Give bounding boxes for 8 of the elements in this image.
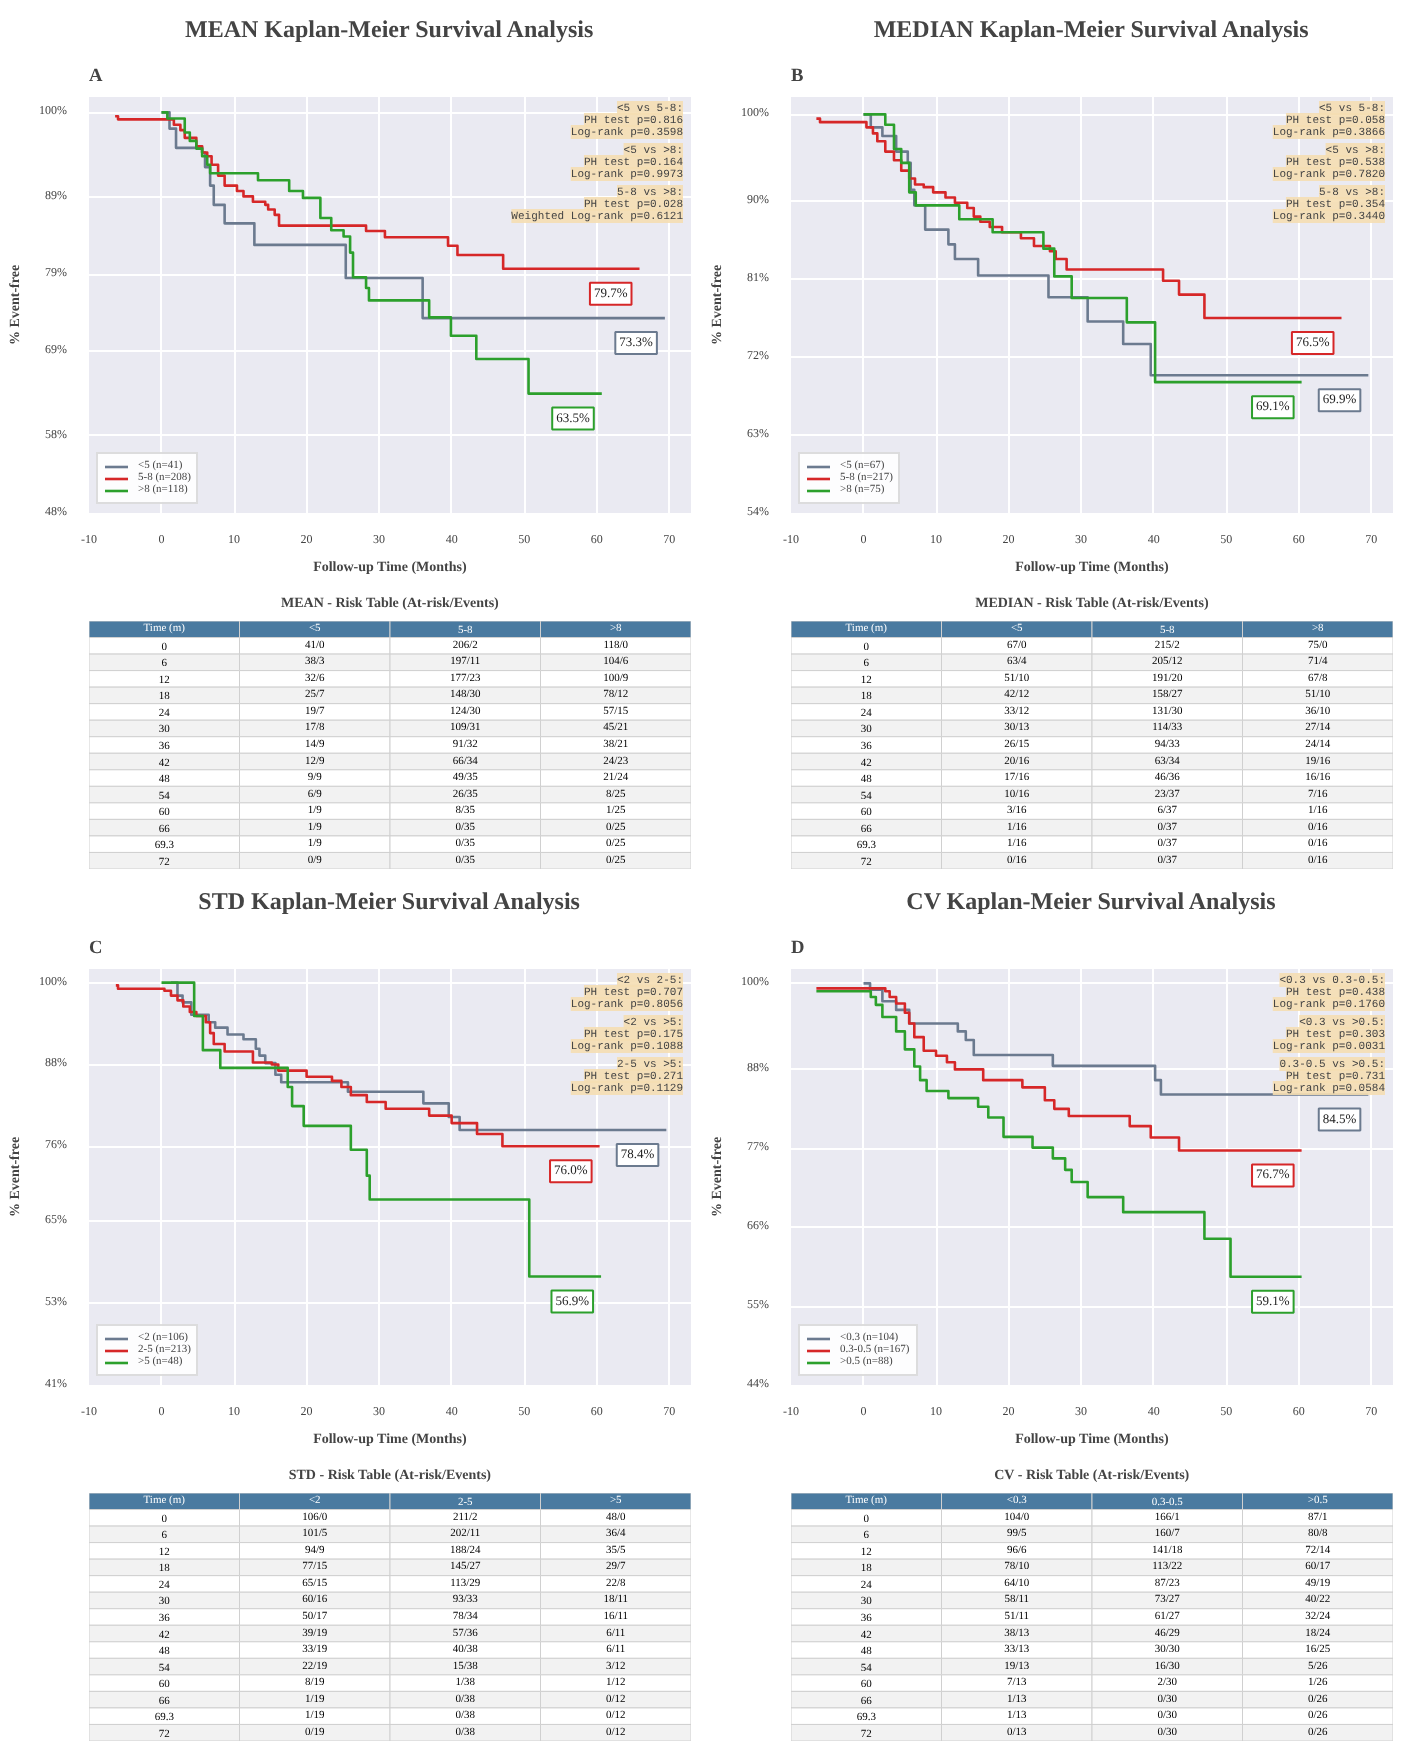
text: D bbox=[791, 939, 805, 959]
chart-title: MEDIAN Kaplan-Meier Survival Analysis bbox=[873, 15, 1310, 43]
text: A bbox=[89, 67, 103, 87]
text: B bbox=[791, 67, 804, 87]
chart-title: CV Kaplan-Meier Survival Analysis bbox=[906, 887, 1277, 915]
text: C bbox=[89, 939, 103, 959]
chart-title: MEAN Kaplan-Meier Survival Analysis bbox=[185, 15, 594, 43]
chart-title: STD Kaplan-Meier Survival Analysis bbox=[198, 887, 581, 915]
